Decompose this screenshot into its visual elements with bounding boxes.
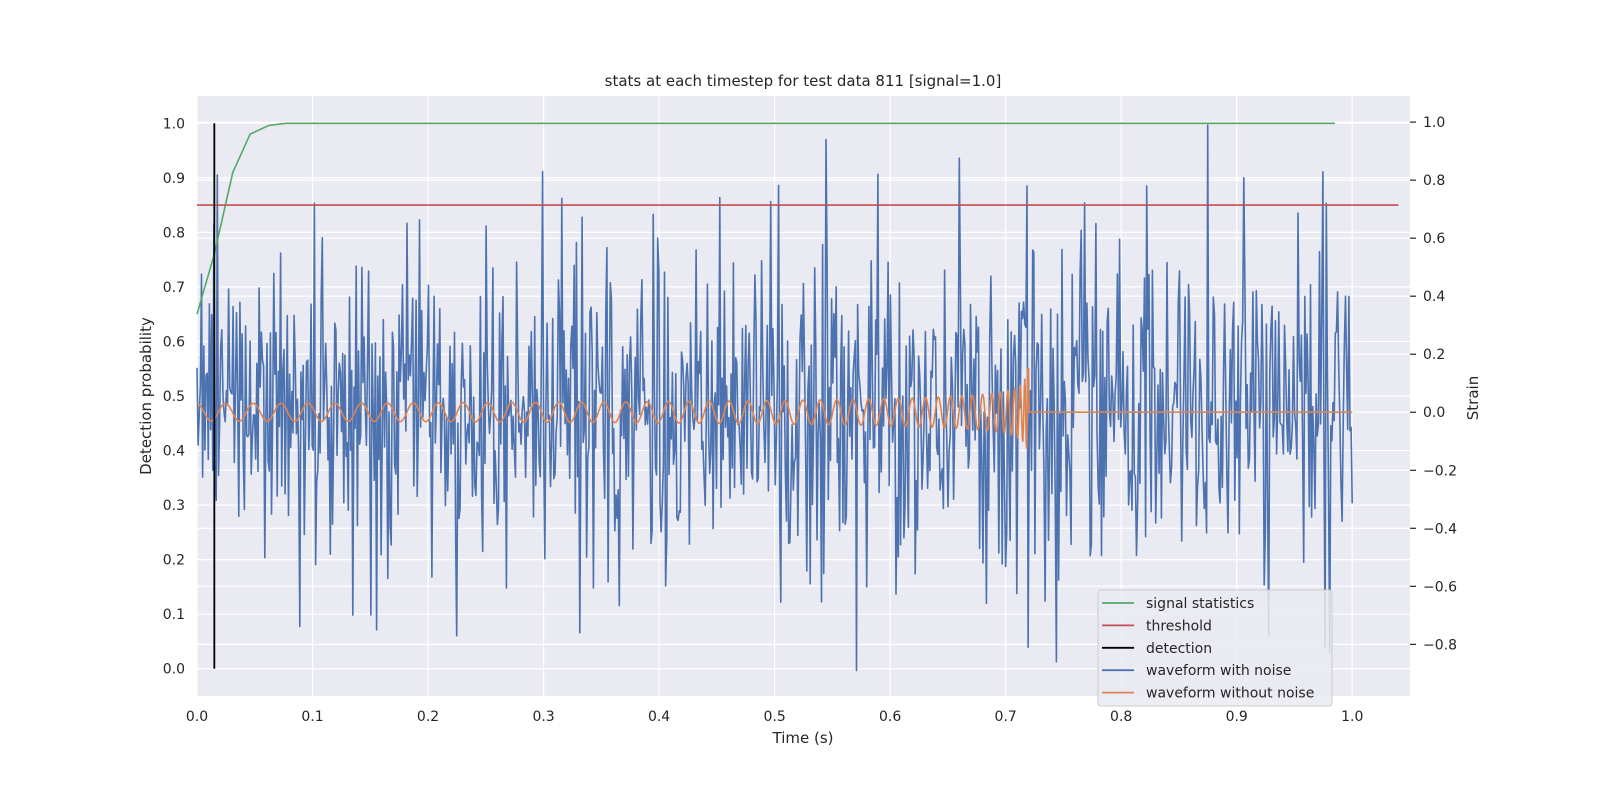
waveform-with-noise-line (196, 124, 1353, 672)
y-axis-ticks: 0.0 0.1 0.2 0.3 0.4 0.5 0.6 0.7 0.8 0.9 1.0 (163, 116, 185, 677)
y-tick-label: 0.2 (163, 553, 185, 569)
legend-label: signal statistics (1146, 596, 1254, 612)
x-axis-label: Time (s) (772, 729, 834, 747)
y-tick-label: 0.3 (163, 498, 185, 514)
y-tick-label: 0.0 (163, 662, 185, 678)
y2-tick-label: 0.6 (1423, 231, 1445, 247)
x-tick-label: 0.5 (763, 709, 785, 725)
y-tick-label: 0.6 (163, 334, 185, 350)
y2-tick-label: −0.2 (1423, 463, 1457, 479)
x-tick-label: 0.6 (879, 709, 901, 725)
y-tick-label: 0.4 (163, 444, 185, 460)
x-tick-label: 0.9 (1226, 709, 1248, 725)
y2-tick-label: 1.0 (1423, 115, 1445, 131)
waveform-without-noise-line (196, 367, 1353, 449)
y2-axis-label: Strain (1464, 376, 1482, 420)
series (196, 122, 1399, 672)
x-tick-label: 0.0 (186, 709, 208, 725)
y-tick-label: 0.5 (163, 389, 185, 405)
y-tick-label: 0.8 (163, 225, 185, 241)
y-tick-label: 1.0 (163, 116, 185, 132)
chart-title: stats at each timestep for test data 811… (605, 72, 1002, 90)
x-tick-label: 0.8 (1110, 709, 1132, 725)
legend-label: waveform with noise (1146, 663, 1291, 679)
y2-tick-label: −0.8 (1423, 637, 1457, 653)
y-tick-label: 0.7 (163, 280, 185, 296)
y2-axis-ticks: −0.8 −0.6 −0.4 −0.2 0.0 0.2 0.4 0.6 0.8 1.0 (1410, 115, 1457, 653)
y2-tick-label: 0.4 (1423, 289, 1445, 305)
legend-box (1097, 589, 1333, 707)
legend: signal statistics threshold detection wavef… (1097, 589, 1333, 707)
legend-label: detection (1146, 641, 1212, 657)
y-tick-label: 0.9 (163, 171, 185, 187)
signal-statistics-line (196, 122, 1335, 315)
x-axis-ticks: 0.0 0.1 0.2 0.3 0.4 0.5 0.6 0.7 0.8 0.9 1.0 (186, 709, 1364, 725)
y2-tick-label: 0.8 (1423, 173, 1445, 189)
y2-tick-label: −0.6 (1423, 579, 1457, 595)
x-tick-label: 0.1 (301, 709, 323, 725)
y-tick-label: 0.1 (163, 607, 185, 623)
x-tick-label: 0.2 (417, 709, 439, 725)
y2-tick-label: 0.0 (1423, 405, 1445, 421)
y2-tick-label: −0.4 (1423, 521, 1457, 537)
x-tick-label: 0.4 (648, 709, 670, 725)
x-tick-label: 1.0 (1341, 709, 1363, 725)
legend-label: threshold (1146, 618, 1212, 634)
x-tick-label: 0.7 (995, 709, 1017, 725)
legend-label: waveform without noise (1146, 686, 1314, 702)
y2-tick-label: 0.2 (1423, 347, 1445, 363)
x-tick-label: 0.3 (532, 709, 554, 725)
y-axis-label: Detection probability (137, 317, 155, 475)
